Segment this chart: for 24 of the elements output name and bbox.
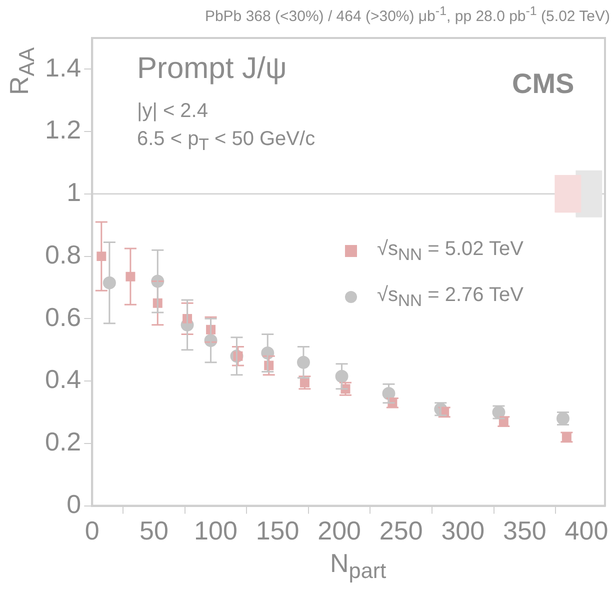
y-tick-label: 1: [66, 177, 82, 208]
legend-label: √s$_{NN}$ = 5.02 TeV: [377, 238, 524, 264]
x-axis-title: N$_{part}$: [330, 548, 386, 584]
x-tick-label: 100: [194, 516, 238, 546]
x-tick-label: 150: [256, 516, 300, 546]
x-tick-label: 250: [379, 516, 423, 546]
legend-label: √s$_{NN}$ = 2.76 TeV: [377, 284, 524, 310]
chart-title: PbPb 368 (<30%) / 464 (>30%) μb$^{-1}$, pp 28.0 pb$^{-1}$ (5.02 TeV): [204, 4, 610, 25]
y-tick-label: 1.2: [44, 114, 82, 145]
y-tick-label: 0.2: [44, 426, 82, 457]
annotation: CMS: [512, 68, 574, 100]
y-tick-label: 1.4: [44, 52, 82, 82]
x-tick-label: 50: [139, 516, 168, 546]
annotation: 6.5 < p$_{T}$ < 50 GeV/c: [137, 128, 316, 155]
annotation: |y| < 2.4: [137, 100, 208, 123]
y-tick-label: 0.8: [44, 239, 82, 270]
y-tick-label: 0.6: [44, 302, 82, 332]
x-tick-label: 300: [441, 516, 485, 546]
y-tick-label: 0: [66, 488, 82, 519]
x-tick-label: 200: [318, 516, 361, 546]
x-tick-label: 350: [502, 516, 546, 546]
y-tick-label: 0.4: [44, 364, 82, 394]
annotation: Prompt J/ψ: [137, 52, 287, 86]
x-tick-label: 400: [564, 516, 608, 546]
